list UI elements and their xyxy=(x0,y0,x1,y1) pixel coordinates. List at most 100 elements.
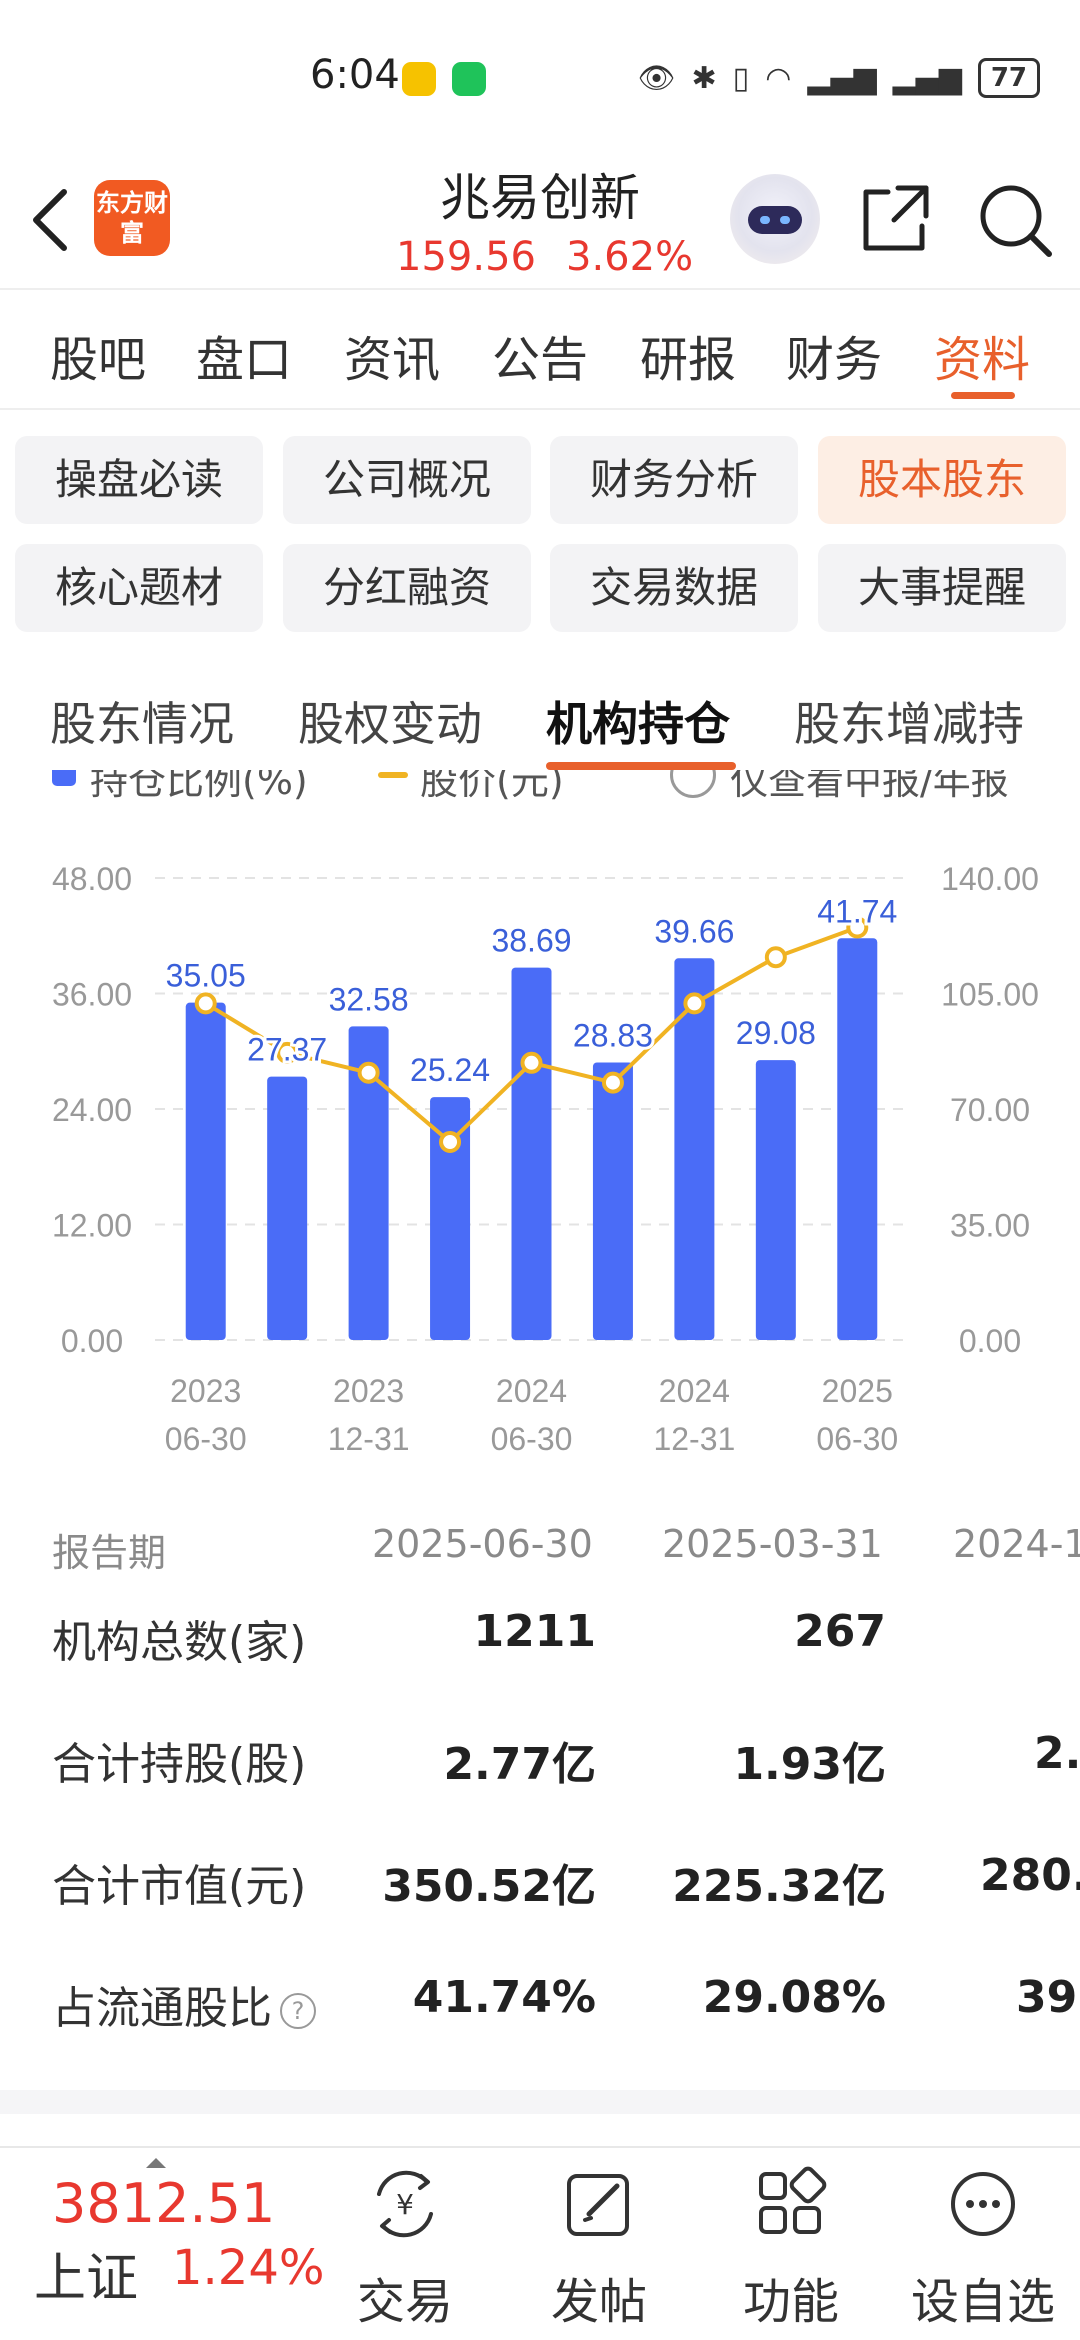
chart-bar xyxy=(755,1060,796,1340)
bar-value-label: 29.08 xyxy=(736,1015,816,1051)
chart-bar xyxy=(837,938,878,1340)
price-point xyxy=(194,992,217,1015)
weibo-icon xyxy=(402,62,436,96)
legend-swatch-price xyxy=(378,772,408,778)
row-label-float-ratio: 占流通股比? xyxy=(52,1972,316,2036)
vibrate-icon: ▯ xyxy=(732,60,750,96)
chart-bar xyxy=(185,1002,226,1340)
tab-pankou[interactable]: 盘口 xyxy=(196,332,293,388)
row-label-total-shares: 合计持股(股) xyxy=(52,1739,307,1790)
tab-guba[interactable]: 股吧 xyxy=(50,332,147,388)
stock-header: 东方财富 兆易创新 159.56 3.62% xyxy=(0,150,1080,290)
chart-legend-inner: 持仓比例(%) 股价(元) 仅查看中报/年报 xyxy=(0,770,1080,810)
nav-post[interactable]: 发帖 xyxy=(514,2156,684,2336)
chart-bar xyxy=(511,967,552,1340)
tab-news[interactable]: 资讯 xyxy=(344,332,441,388)
tab-finance[interactable]: 财务 xyxy=(786,332,883,388)
grid-trading-data[interactable]: 交易数据 xyxy=(550,544,798,632)
chart-legend: 持仓比例(%) 股价(元) 仅查看中报/年报 xyxy=(0,770,1080,810)
tab-research[interactable]: 研报 xyxy=(640,332,737,388)
header-period-1: 2025-06-30 xyxy=(372,1522,593,1566)
cell-value: 41.74% xyxy=(412,1972,596,2023)
nav-add-watchlist-label: 设自选 xyxy=(910,2274,1055,2330)
header-report-period: 报告期 xyxy=(52,1531,167,1575)
x-tick-label-date: 12-31 xyxy=(328,1421,410,1457)
x-tick-label-date: 06-30 xyxy=(491,1421,573,1457)
legend-holding-ratio: 持仓比例(%) xyxy=(90,770,308,803)
bar-value-label: 41.74 xyxy=(817,893,897,929)
nav-trade[interactable]: ¥ 交易 xyxy=(320,2156,490,2336)
tab-profile[interactable]: 资料 xyxy=(934,332,1031,388)
app-logo: 东方财富 xyxy=(94,180,170,256)
nav-functions[interactable]: 功能 xyxy=(706,2156,876,2336)
share-icon[interactable] xyxy=(858,180,934,256)
main-tab-bar: 股吧 盘口 资讯 公告 研报 财务 资料 xyxy=(0,292,1080,410)
status-bar: 6:04 👁 ✱ ▯ ◠ ▂▄▆ ▂▄▆ 77 xyxy=(0,0,1080,150)
grid-shareholders[interactable]: 股本股东 xyxy=(818,436,1066,524)
search-icon[interactable] xyxy=(975,180,1055,260)
active-tab-underline xyxy=(951,392,1015,399)
wifi-icon: ◠ xyxy=(765,60,792,96)
toggle-interim-annual-only[interactable]: 仅查看中报/年报 xyxy=(730,770,1009,803)
grid-trading-must-read[interactable]: 操盘必读 xyxy=(15,436,263,524)
price-point xyxy=(846,916,869,939)
chart-bar xyxy=(267,1076,308,1340)
row-label-float-ratio-text: 占流通股比 xyxy=(52,1983,272,2034)
y-right-tick-label: 105.00 xyxy=(941,977,1039,1013)
edit-post-icon xyxy=(567,2174,629,2236)
signal-5g-icon: ▂▄▆ xyxy=(807,60,877,96)
subtab-equity-changes[interactable]: 股权变动 xyxy=(298,697,482,751)
status-time: 6:04 xyxy=(310,52,400,98)
yen-exchange-icon: ¥ xyxy=(377,2170,433,2238)
grid-core-themes[interactable]: 核心题材 xyxy=(15,544,263,632)
x-tick-label-date: 12-31 xyxy=(653,1421,735,1457)
bar-value-label: 38.69 xyxy=(491,923,571,959)
subtab-institutional-holdings[interactable]: 机构持仓 xyxy=(546,697,730,751)
legend-swatch-holding xyxy=(52,770,76,786)
y-left-tick-label: 36.00 xyxy=(52,977,132,1013)
caret-up-icon xyxy=(146,2158,166,2168)
help-icon[interactable]: ? xyxy=(280,1993,316,2029)
apps-grid-icon xyxy=(759,2166,827,2234)
chart-bar xyxy=(592,1062,633,1340)
cell-value: 350.52亿 xyxy=(382,1861,596,1912)
bar-value-label: 27.37 xyxy=(247,1032,327,1068)
svg-text:¥: ¥ xyxy=(396,2188,414,2221)
price-point xyxy=(601,1071,624,1094)
grid-financial-analysis[interactable]: 财务分析 xyxy=(550,436,798,524)
price-point xyxy=(764,946,787,969)
nav-add-watchlist[interactable]: 设自选 xyxy=(898,2156,1068,2336)
back-arrow-icon[interactable] xyxy=(20,180,80,260)
cell-value: 29.08% xyxy=(702,1972,886,2023)
table-row: 占流通股比? 41.74% 29.08% 39. xyxy=(0,1972,1080,2042)
y-left-tick-label: 12.00 xyxy=(52,1208,132,1244)
bar-value-label: 25.24 xyxy=(410,1052,490,1088)
radio-icon[interactable] xyxy=(670,770,716,798)
tab-announcements[interactable]: 公告 xyxy=(492,332,589,388)
assistant-robot-icon[interactable] xyxy=(730,174,820,264)
cell-value: 267 xyxy=(794,1606,886,1657)
battery-icon: 77 xyxy=(977,58,1040,98)
x-tick-label-year: 2024 xyxy=(659,1373,730,1409)
cell-value: 225.32亿 xyxy=(672,1861,886,1912)
cell-value: 2.6 xyxy=(1034,1728,1080,1779)
grid-event-reminders[interactable]: 大事提醒 xyxy=(818,544,1066,632)
header-period-3: 2024-1 xyxy=(953,1522,1080,1566)
grid-dividends-financing[interactable]: 分红融资 xyxy=(283,544,531,632)
bar-value-label: 39.66 xyxy=(654,913,734,949)
subtab-shareholders[interactable]: 股东情况 xyxy=(50,697,234,751)
robot-eye-right xyxy=(780,216,790,224)
index-change-pct: 1.24% xyxy=(172,2240,325,2296)
index-name: 上证 xyxy=(34,2249,139,2309)
chart-bar xyxy=(430,1097,471,1340)
cell-value: 280.8 xyxy=(980,1850,1080,1901)
table-row: 合计持股(股) 2.77亿 1.93亿 2.6 xyxy=(0,1728,1080,1798)
status-icons: 👁 ✱ ▯ ◠ ▂▄▆ ▂▄▆ 77 xyxy=(637,58,1040,98)
cell-value: 39. xyxy=(1016,1972,1080,2023)
cell-value: 1.93亿 xyxy=(733,1739,886,1790)
price-point xyxy=(683,992,706,1015)
grid-company-overview[interactable]: 公司概况 xyxy=(283,436,531,524)
subtab-holding-changes[interactable]: 股东增减持 xyxy=(794,697,1024,751)
cell-value: 1211 xyxy=(473,1606,596,1657)
bar-value-label: 35.05 xyxy=(166,958,246,994)
